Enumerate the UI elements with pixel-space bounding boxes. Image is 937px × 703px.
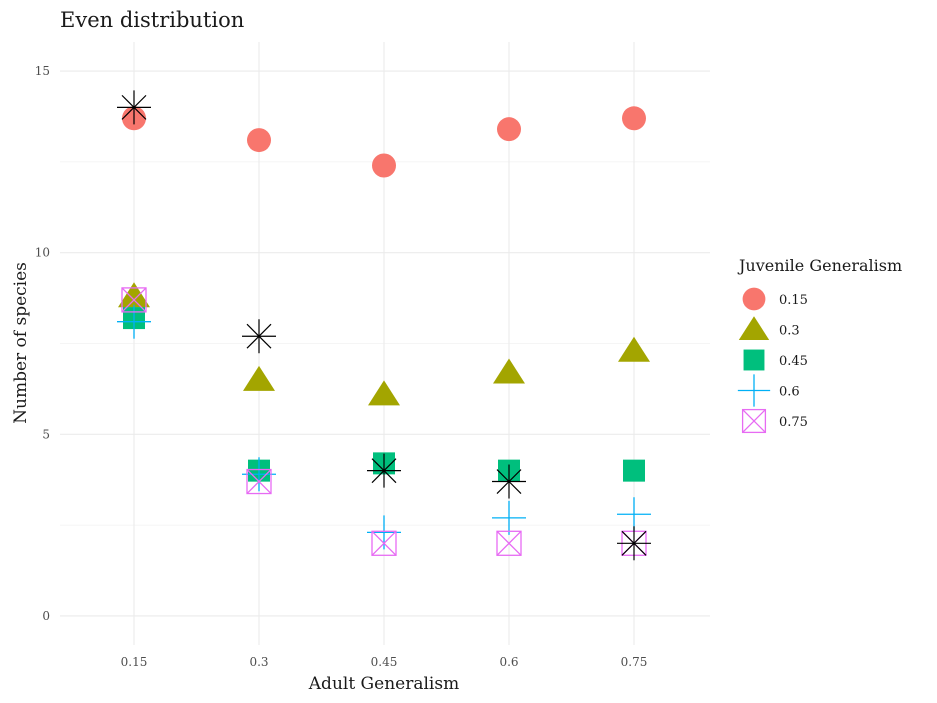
legend-item: 0.15 <box>742 287 808 311</box>
data-point-asterisk <box>492 464 526 499</box>
legend-key-square-x <box>741 408 767 434</box>
data-point-asterisk <box>617 526 651 561</box>
legend-title: Juvenile Generalism <box>737 256 902 275</box>
grid-lines <box>60 42 710 645</box>
legend-key-triangle <box>738 316 770 340</box>
data-point-series-0.3 <box>368 380 400 406</box>
y-tick-label: 5 <box>42 427 50 441</box>
data-points <box>117 90 651 561</box>
data-point-series-0.75 <box>121 287 147 313</box>
x-tick-labels: 0.15 0.3 0.45 0.6 0.75 <box>121 655 648 669</box>
data-point-series-0.75 <box>496 530 522 556</box>
data-point-series-0.15 <box>247 128 271 153</box>
legend-key-circle <box>742 287 766 311</box>
legend: Juvenile Generalism 0.15 0.3 0.45 0.6 0.75 <box>737 256 902 434</box>
data-point-series-0.15 <box>622 106 646 131</box>
data-point-series-0.3 <box>493 358 525 384</box>
y-tick-label: 10 <box>35 246 50 260</box>
data-point-series-0.3 <box>618 336 650 362</box>
legend-label: 0.45 <box>779 354 808 369</box>
legend-item: 0.75 <box>741 408 808 434</box>
data-point-series-0.6 <box>492 500 526 535</box>
data-point-asterisk <box>242 319 276 354</box>
data-point-asterisk <box>117 90 151 125</box>
y-tick-label: 15 <box>35 64 50 78</box>
legend-label: 0.3 <box>779 324 800 339</box>
data-point-series-0.45 <box>623 459 645 482</box>
data-point-series-0.75 <box>246 468 272 495</box>
x-tick-label: 0.3 <box>249 655 268 669</box>
data-point-series-0.3 <box>243 365 275 391</box>
data-point-series-0.6 <box>617 497 651 532</box>
legend-key-plus <box>737 374 771 407</box>
legend-item: 0.3 <box>738 316 800 340</box>
data-point-series-0.75 <box>371 530 397 556</box>
x-axis-title: Adult Generalism <box>308 674 459 694</box>
legend-key-square <box>743 349 765 371</box>
y-tick-label: 0 <box>42 609 50 623</box>
x-tick-label: 0.6 <box>499 655 518 669</box>
legend-label: 0.6 <box>779 385 800 400</box>
legend-label: 0.15 <box>779 293 808 308</box>
y-axis-title: Number of species <box>11 262 31 424</box>
legend-item: 0.6 <box>737 374 800 407</box>
data-point-series-0.15 <box>372 153 396 178</box>
data-point-series-0.6 <box>242 457 276 492</box>
data-point-asterisk <box>367 453 401 488</box>
legend-item: 0.45 <box>743 349 808 371</box>
chart-title: Even distribution <box>60 8 244 32</box>
data-point-series-0.15 <box>497 117 521 142</box>
legend-label: 0.75 <box>779 415 808 430</box>
x-tick-label: 0.75 <box>621 655 648 669</box>
data-point-series-0.6 <box>117 304 151 339</box>
y-tick-labels: 0 5 10 15 <box>35 64 50 623</box>
x-tick-label: 0.45 <box>371 655 398 669</box>
x-tick-label: 0.15 <box>121 655 148 669</box>
data-point-series-0.3 <box>118 282 150 308</box>
